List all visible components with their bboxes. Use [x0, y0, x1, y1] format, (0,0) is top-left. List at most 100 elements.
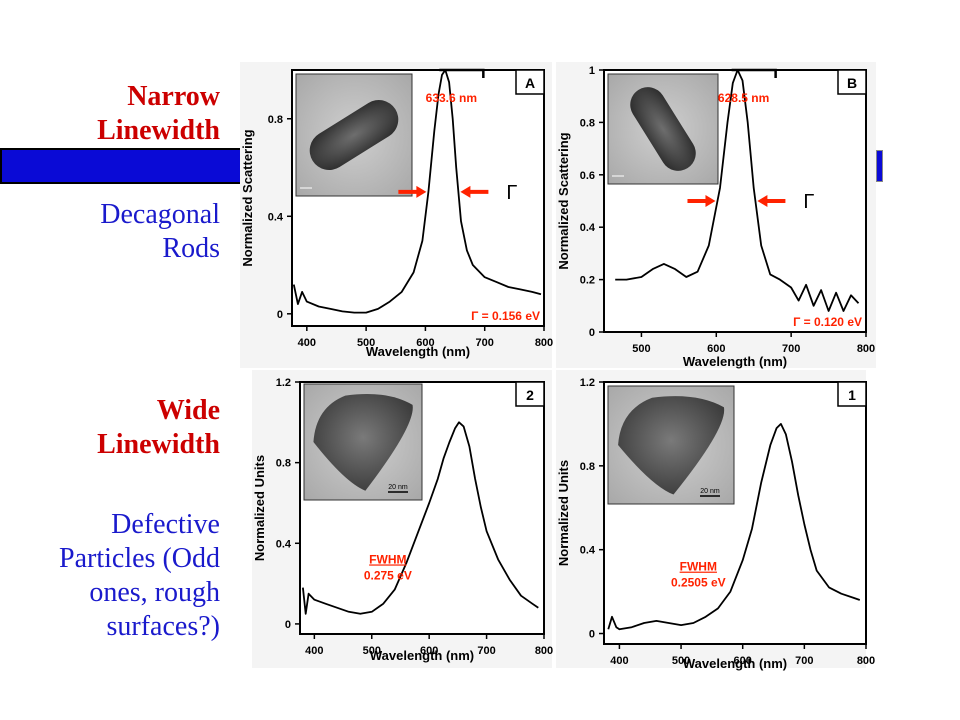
- y-tick-label: 0.8: [276, 458, 291, 470]
- x-tick-label: 800: [857, 343, 875, 355]
- gamma-arrowhead-right: [460, 185, 471, 198]
- peak-wavelength-label: 628.5 nm: [718, 91, 769, 105]
- x-tick-label: 500: [632, 343, 650, 355]
- defective-line1: Defective: [111, 509, 220, 540]
- decagonal-rods-label: Decagonal Rods: [40, 198, 220, 266]
- peak-bracket: [439, 68, 485, 78]
- defective-line3: ones, rough: [89, 577, 220, 608]
- defective-line4: surfaces?): [106, 611, 220, 642]
- panel-label: 1: [848, 387, 856, 403]
- y-tick-label: 0: [285, 619, 291, 631]
- x-tick-label: 600: [416, 337, 434, 349]
- x-axis-label: Wavelength (nm): [683, 656, 787, 671]
- wide-linewidth-label: Wide Linewidth: [40, 394, 220, 462]
- nanoprism-shape: [618, 396, 725, 495]
- peak-wavelength-label: 633.6 nm: [426, 91, 477, 105]
- x-tick-label: 800: [857, 655, 875, 667]
- fwhm-value: 0.2505 eV: [671, 576, 726, 590]
- nanoprism-shape: [313, 393, 413, 491]
- spectrum-line: [615, 69, 860, 312]
- scale-bar-text: 20 nm: [700, 488, 720, 495]
- narrow-line1: Narrow: [127, 81, 220, 112]
- defective-particles-label: Defective Particles (Odd ones, rough sur…: [10, 508, 220, 644]
- x-tick-label: 400: [298, 337, 316, 349]
- defective-line2: Particles (Odd: [59, 543, 220, 574]
- tem-rod-image: [295, 73, 413, 197]
- x-axis-label: Wavelength (nm): [366, 344, 470, 359]
- y-tick-label: 1: [589, 65, 595, 77]
- spectrum-line: [607, 422, 861, 631]
- y-tick-label: 0.4: [268, 211, 284, 223]
- y-axis-label: Normalized Units: [252, 455, 267, 561]
- chart-1: 400 500 600 700 800 0 0.4 0.8 1.2 Wavelength (nm)…: [556, 377, 875, 671]
- gamma-arrowhead-left: [416, 185, 427, 198]
- x-tick-label: 400: [305, 645, 323, 657]
- blue-divider-bar-right: [876, 150, 883, 182]
- spectrum-line: [292, 69, 542, 314]
- y-tick-label: 0.6: [580, 170, 595, 182]
- x-axis-label: Wavelength (nm): [370, 648, 474, 663]
- decagonal-line2: Rods: [162, 233, 220, 264]
- y-tick-label: 0.8: [580, 117, 595, 129]
- peak-bracket: [731, 68, 777, 78]
- y-tick-label: 0.4: [580, 222, 596, 234]
- decagonal-line1: Decagonal: [100, 199, 220, 230]
- x-tick-label: 500: [363, 645, 381, 657]
- y-tick-label: 1.2: [580, 377, 595, 389]
- fwhm-label: FWHM: [369, 552, 406, 566]
- y-tick-label: 0.4: [580, 545, 596, 557]
- panel-label: B: [847, 75, 857, 91]
- fwhm-value: 0.275 eV: [364, 568, 412, 582]
- y-tick-label: 0: [277, 309, 283, 321]
- x-tick-label: 600: [734, 655, 752, 667]
- y-tick-label: 0.8: [580, 461, 595, 473]
- panel-label-box: [515, 381, 545, 407]
- x-tick-label: 500: [672, 655, 690, 667]
- tem-triangle-image: 20 nm: [607, 385, 735, 505]
- x-tick-label: 600: [420, 645, 438, 657]
- gamma-symbol: Γ: [506, 182, 517, 204]
- x-tick-label: 700: [477, 645, 495, 657]
- x-tick-label: 500: [357, 337, 375, 349]
- plot-frame: [603, 69, 867, 333]
- x-tick-label: 700: [795, 655, 813, 667]
- panel-label: A: [525, 75, 535, 91]
- chart-2: 400 500 600 700 800 0 0.4 0.8 1.2 Wavelength (nm)…: [252, 377, 553, 663]
- scale-bar-text: 20 nm: [388, 484, 408, 491]
- wide-line2: Linewidth: [97, 429, 220, 460]
- y-axis-label: Normalized Scattering: [556, 132, 571, 269]
- x-tick-label: 700: [476, 337, 494, 349]
- panel-label: 2: [526, 387, 534, 403]
- wide-line1: Wide: [156, 395, 220, 426]
- narrow-linewidth-label: Narrow Linewidth: [40, 80, 220, 148]
- gamma-arrowhead-right: [757, 195, 768, 207]
- panel-label-box: [515, 69, 545, 95]
- nanorod-shape: [309, 100, 399, 170]
- gamma-symbol: Γ: [803, 191, 814, 213]
- x-tick-label: 700: [782, 343, 800, 355]
- nanorod-shape: [630, 87, 696, 171]
- linewidth-value-label: Γ = 0.156 eV: [471, 309, 540, 323]
- y-axis-label: Normalized Units: [556, 460, 571, 566]
- fwhm-label: FWHM: [680, 560, 717, 574]
- y-tick-label: 1.2: [276, 377, 291, 389]
- y-axis-label: Normalized Scattering: [240, 129, 255, 266]
- chart-A: 400 500 600 700 800 0 0.4 0.8 Wavelength (nm) Nor…: [240, 68, 553, 359]
- x-axis-label: Wavelength (nm): [683, 354, 787, 369]
- tem-triangle-image: 20 nm: [303, 383, 423, 501]
- gamma-arrowhead-left: [705, 195, 716, 207]
- panel-label-box: [837, 381, 867, 407]
- spectrum-line: [302, 421, 539, 615]
- blue-divider-bar: [0, 148, 258, 184]
- x-tick-label: 600: [707, 343, 725, 355]
- y-tick-label: 0: [589, 629, 595, 641]
- y-tick-label: 0.2: [580, 275, 595, 287]
- x-tick-label: 800: [535, 337, 553, 349]
- linewidth-value-label: Γ = 0.120 eV: [793, 315, 862, 329]
- chart-B: 500 600 700 800 0 0.2 0.4 0.6 0.8 1 Wavelength (nm…: [556, 65, 875, 369]
- y-tick-label: 0.4: [276, 538, 292, 550]
- narrow-line2: Linewidth: [97, 115, 220, 146]
- panel-label-box: [837, 69, 867, 95]
- y-tick-label: 0.8: [268, 114, 283, 126]
